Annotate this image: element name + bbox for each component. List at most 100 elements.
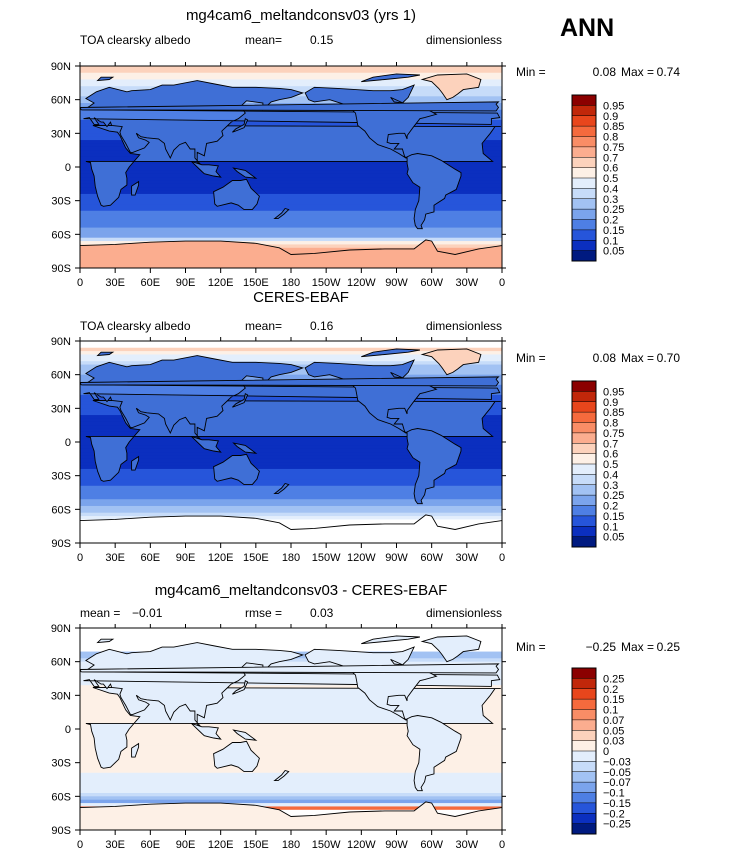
y-tick-label: 60N [51, 370, 71, 382]
units-label: dimensionless [426, 33, 502, 47]
data-band [80, 170, 502, 175]
colorbar-label: 0.95 [603, 100, 624, 112]
data-band [80, 214, 502, 219]
data-band [80, 347, 502, 352]
units-label: dimensionless [426, 319, 502, 333]
y-tick-label: 90N [51, 61, 71, 73]
colorbar-swatch [572, 688, 596, 700]
coastline-new-zealand [273, 482, 290, 495]
coastline-south-america [406, 715, 462, 792]
colorbar-swatch [572, 526, 596, 537]
colorbar-label: −0.05 [603, 767, 631, 779]
data-band [80, 76, 502, 81]
x-tick-label: 90W [385, 839, 408, 851]
colorbar-swatch [572, 422, 596, 434]
data-band [80, 69, 502, 74]
data-band [80, 442, 502, 446]
max-value: 0.70 [657, 351, 681, 365]
data-band [80, 180, 502, 185]
colorbar-label: 0.05 [603, 532, 624, 544]
data-band [80, 809, 502, 814]
data-band [80, 485, 502, 490]
colorbar-label: 0.8 [603, 418, 618, 430]
x-tick-label: 60E [141, 839, 161, 851]
x-tick-label: 150W [312, 277, 341, 289]
colorbar-label: 0.9 [603, 111, 618, 123]
map-field [0, 628, 502, 830]
data-band [80, 806, 502, 811]
coastline-eurasia [81, 80, 501, 167]
colorbar: 0.950.90.850.80.750.70.60.50.40.30.250.2… [571, 94, 624, 262]
x-tick-label: 30W [456, 839, 479, 851]
data-band [80, 776, 502, 781]
coastline-japan [232, 118, 249, 133]
coastline-british-isles [80, 101, 500, 112]
data-band [80, 230, 502, 235]
colorbar-swatch [572, 126, 596, 137]
x-tick-label: 0 [499, 839, 505, 851]
colorbar-label: 0.3 [603, 480, 618, 492]
data-band [80, 187, 502, 192]
coastline-british-isles [80, 663, 500, 674]
coastline-greenland [420, 635, 482, 663]
data-band [80, 759, 502, 764]
data-band [80, 489, 502, 494]
coastline-japan [232, 680, 249, 695]
coastline-madagascar [131, 455, 140, 471]
colorbar-swatch [572, 219, 596, 231]
data-band [80, 66, 502, 70]
data-band [80, 685, 502, 690]
data-band [80, 210, 502, 215]
x-tick-label: 90E [176, 277, 196, 289]
y-tick-label: 30N [51, 128, 71, 140]
colorbar-label: 0.5 [603, 173, 618, 185]
coastline-south-america-wrap [0, 716, 39, 791]
x-tick-label: 150W [312, 552, 341, 564]
max-label: Max = [621, 351, 654, 365]
y-tick-label: 30S [51, 758, 71, 770]
variable-label: TOA clearsky albedo [80, 33, 191, 47]
data-band [80, 227, 502, 232]
colorbar-label: 0.15 [603, 225, 624, 237]
data-band [80, 247, 502, 252]
coastline-antarctica [80, 801, 502, 830]
coastline-australia [213, 178, 260, 211]
map-field [80, 341, 502, 543]
data-band [80, 769, 502, 774]
coastline-arctic-islands [361, 73, 420, 83]
colorbar-label: 0.7 [603, 152, 618, 164]
colorbar-swatch [572, 250, 596, 262]
x-tick-label: 150E [243, 277, 269, 289]
data-band [80, 512, 502, 517]
y-tick-label: 90S [51, 538, 71, 550]
colorbar-swatch [572, 474, 596, 486]
x-tick-label: 60E [141, 277, 161, 289]
colorbar-label: −0.15 [603, 798, 631, 810]
colorbar-label: 0.6 [603, 449, 618, 461]
coastline-madagascar [131, 742, 140, 758]
coastline-madagascar [131, 180, 140, 196]
colorbar-swatch [572, 761, 596, 773]
colorbar-swatch [572, 443, 596, 454]
data-band [80, 628, 502, 632]
data-band [80, 183, 502, 188]
x-tick-label: 120W [347, 839, 376, 851]
data-band [80, 244, 502, 249]
colorbar-swatch [572, 771, 596, 783]
data-band [80, 237, 502, 242]
mean-label: mean = [80, 606, 120, 620]
min-value: 0.08 [593, 65, 617, 79]
colorbar-label: 0.2 [603, 215, 618, 227]
data-band [80, 361, 502, 366]
max-label: Max = [621, 65, 654, 79]
map-field [80, 66, 502, 268]
data-band [80, 99, 502, 104]
data-band [80, 786, 502, 791]
data-band [80, 505, 502, 510]
colorbar-swatch [572, 95, 596, 106]
colorbar-swatch [572, 229, 596, 241]
coastline-eurasia-wrap [0, 643, 78, 728]
colorbar-swatch [572, 412, 596, 423]
colorbar-label: 0.95 [603, 386, 624, 398]
x-tick-label: 150W [312, 839, 341, 851]
